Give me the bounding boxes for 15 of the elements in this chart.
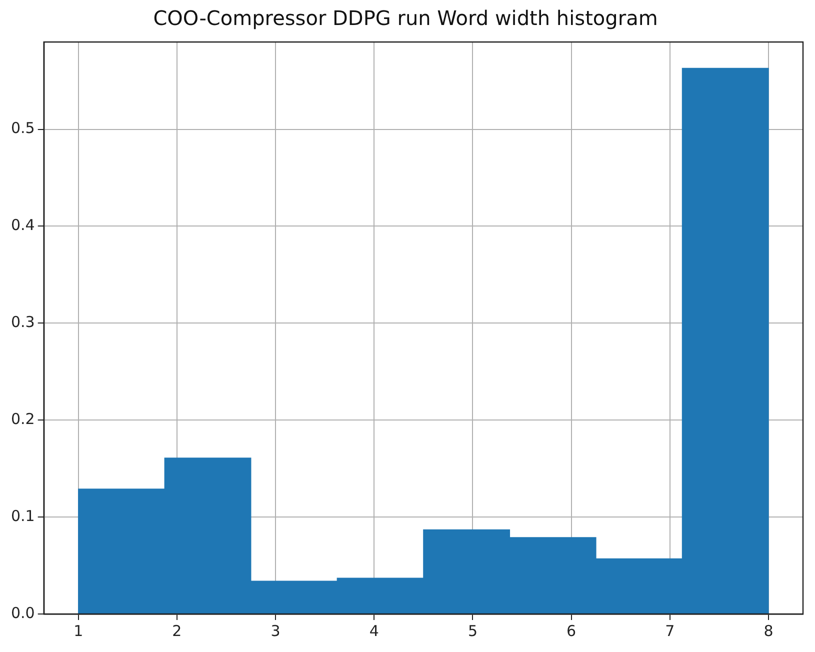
y-tick-label: 0.2	[10, 410, 35, 428]
x-tick-label: 7	[665, 622, 675, 640]
x-tick-label: 4	[369, 622, 379, 640]
y-tick-label: 0.1	[10, 506, 35, 525]
x-tick-label: 8	[764, 622, 774, 640]
x-tick-label: 5	[468, 622, 478, 640]
chart-title: COO-Compressor DDPG run Word width histogram	[153, 6, 658, 30]
y-tick-label: 0.4	[10, 216, 35, 234]
x-tick-label: 2	[172, 622, 182, 640]
y-tick-label: 0.3	[10, 313, 35, 332]
y-tick-label: 0.5	[10, 119, 35, 138]
x-tick-label: 3	[270, 622, 280, 640]
x-tick-label: 6	[566, 622, 576, 640]
y-tick-label: 0.0	[10, 604, 35, 622]
x-tick-label: 1	[74, 622, 84, 640]
